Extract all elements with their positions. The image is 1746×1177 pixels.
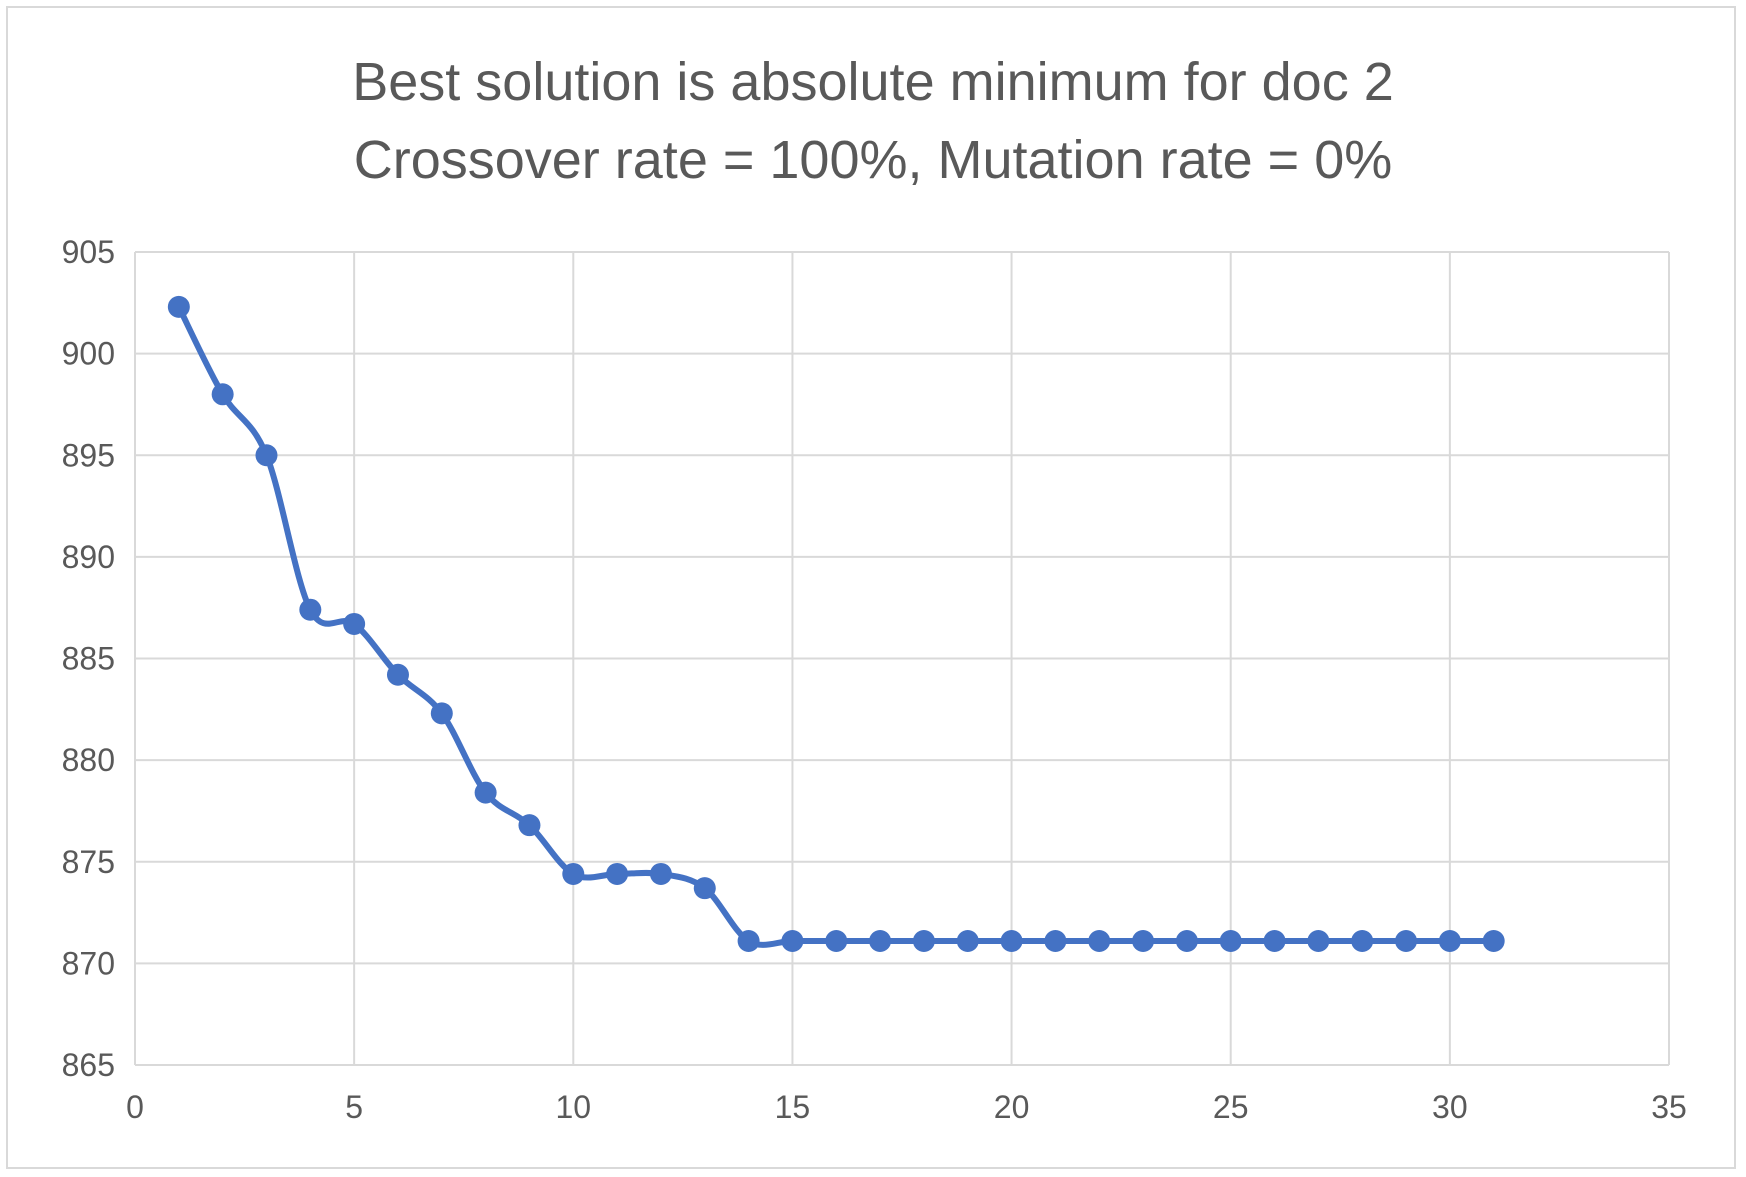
x-tick-label: 5 [345, 1089, 363, 1125]
y-tick-label: 885 [62, 641, 115, 677]
y-tick-label: 900 [62, 336, 115, 372]
x-tick-label: 30 [1432, 1089, 1468, 1125]
data-point [474, 781, 497, 804]
data-point [825, 930, 848, 953]
y-tick-label: 870 [62, 945, 115, 981]
data-point [956, 930, 979, 953]
data-point [606, 862, 629, 885]
data-point [1175, 930, 1198, 953]
data-point [1000, 930, 1023, 953]
data-point [386, 663, 409, 686]
x-tick-label: 20 [994, 1089, 1030, 1125]
data-point [518, 814, 541, 837]
series-line [176, 305, 1494, 948]
data-point [1044, 930, 1067, 953]
axis-tick-labels: 865 870 875 880 885 890 895 900 905 0 5 10 15 20 25 30 3… [62, 234, 1687, 1125]
data-point [299, 598, 322, 621]
data-point [211, 383, 234, 406]
data-point [562, 862, 585, 885]
data-point [167, 295, 190, 318]
data-point [430, 702, 453, 725]
x-tick-label: 35 [1651, 1089, 1687, 1125]
data-point [1088, 930, 1111, 953]
y-tick-label: 875 [62, 844, 115, 880]
data-point [1132, 930, 1155, 953]
x-tick-label: 25 [1213, 1089, 1249, 1125]
y-tick-label: 905 [62, 234, 115, 270]
data-point [1263, 930, 1286, 953]
y-tick-label: 865 [62, 1047, 115, 1083]
data-point [255, 444, 278, 467]
data-point [693, 877, 716, 900]
data-point [1307, 930, 1330, 953]
data-point [1395, 930, 1418, 953]
x-tick-label: 0 [126, 1089, 144, 1125]
data-point [912, 930, 935, 953]
chart-title-line-2: Crossover rate = 100%, Mutation rate = 0… [354, 130, 1393, 190]
chart-title-line-1: Best solution is absolute minimum for do… [352, 52, 1393, 112]
data-point [1219, 930, 1242, 953]
data-point [1482, 930, 1505, 953]
x-tick-label: 15 [775, 1089, 811, 1125]
data-point [343, 612, 366, 635]
chart-frame [6, 6, 1736, 1169]
x-tick-label: 10 [555, 1089, 591, 1125]
data-point [649, 862, 672, 885]
y-tick-label: 895 [62, 437, 115, 473]
data-point [1351, 930, 1374, 953]
data-point [1438, 930, 1461, 953]
gridlines [134, 251, 1670, 1066]
series-layer [167, 295, 1505, 953]
data-point [781, 930, 804, 953]
data-point [737, 930, 760, 953]
y-tick-label: 880 [62, 742, 115, 778]
data-point [869, 930, 892, 953]
y-tick-label: 890 [62, 539, 115, 575]
